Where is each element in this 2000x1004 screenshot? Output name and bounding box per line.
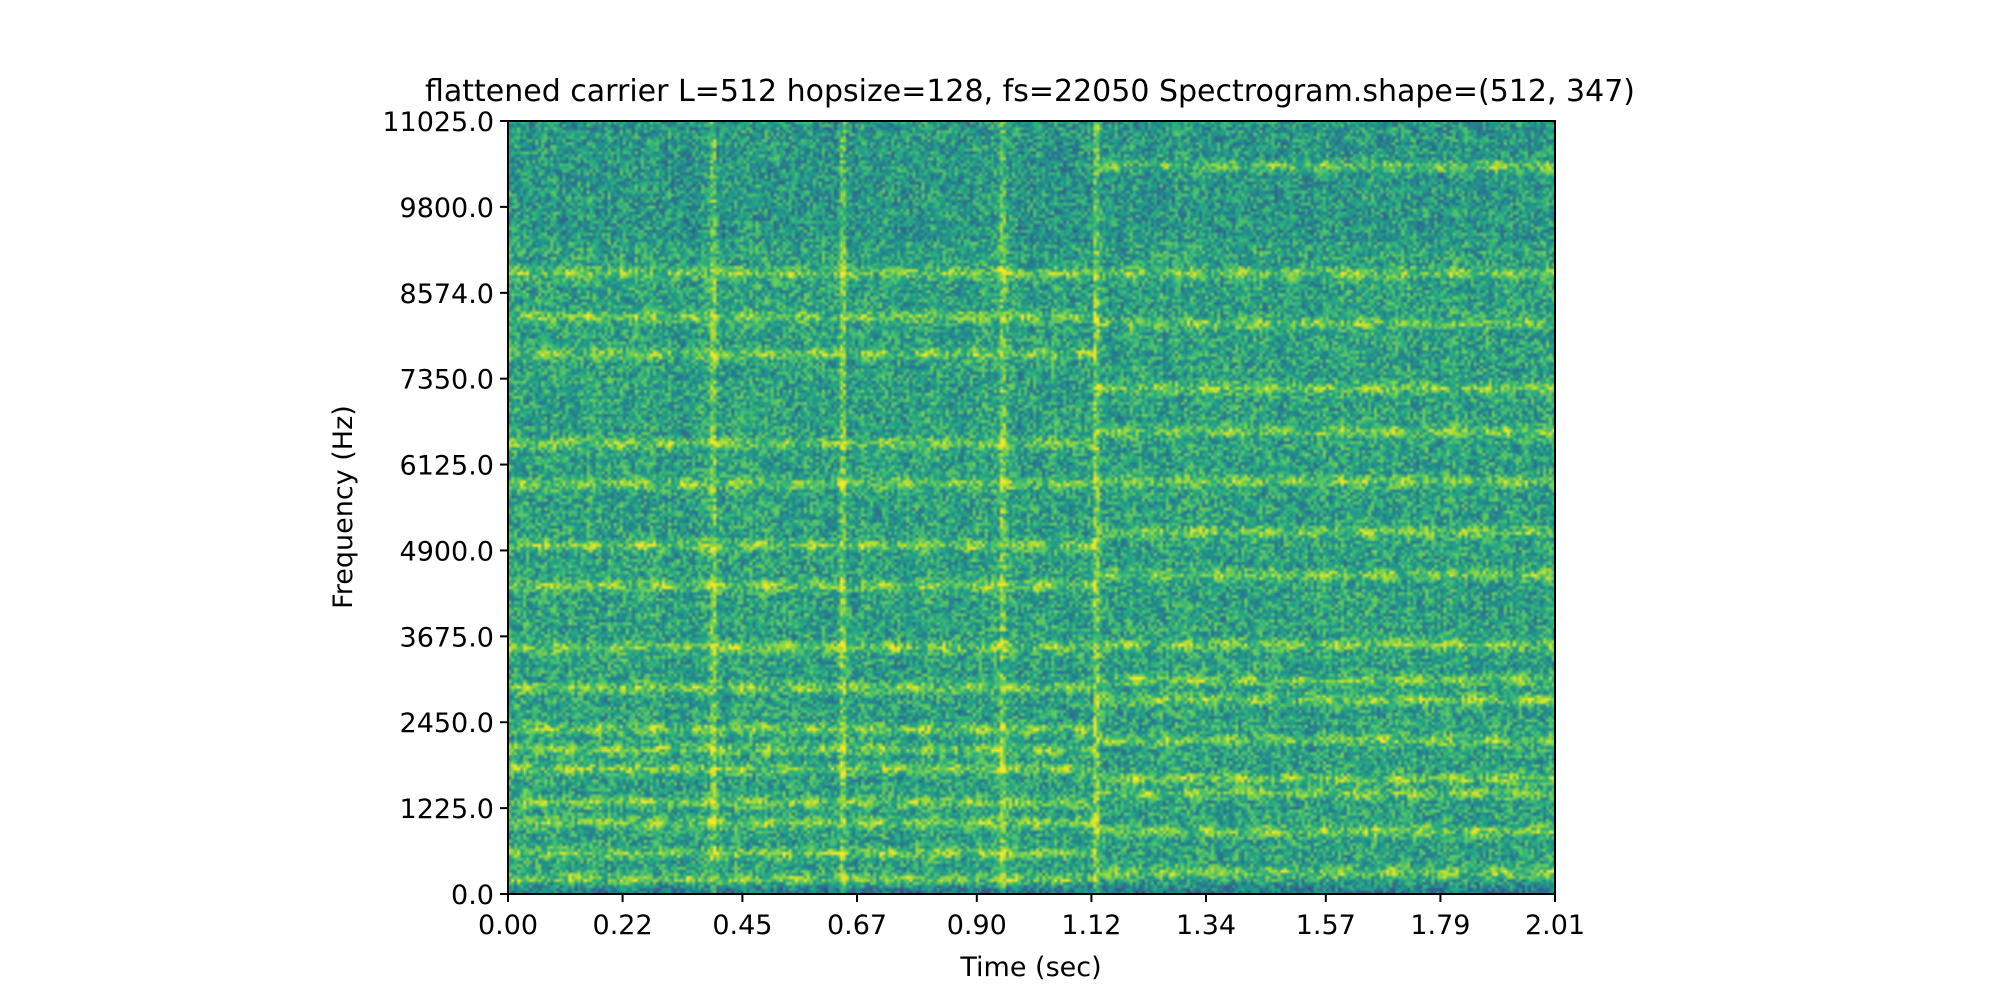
plot-area bbox=[507, 120, 1556, 895]
plot-frame bbox=[507, 120, 1556, 895]
x-tick-label: 1.57 bbox=[1296, 910, 1356, 941]
x-tick-label: 1.34 bbox=[1176, 910, 1236, 941]
y-tick-label: 9800.0 bbox=[400, 193, 494, 224]
y-axis-label: Frequency (Hz) bbox=[328, 405, 359, 609]
x-tick-label: 2.01 bbox=[1525, 910, 1585, 941]
y-tick-label: 8574.0 bbox=[400, 279, 494, 310]
x-tick-label: 1.12 bbox=[1061, 910, 1121, 941]
y-tick-label: 11025.0 bbox=[382, 107, 494, 138]
x-axis-label: Time (sec) bbox=[959, 952, 1101, 983]
y-tick-label: 4900.0 bbox=[400, 536, 494, 567]
y-tick-label: 0.0 bbox=[451, 880, 494, 911]
x-tick-label: 0.00 bbox=[478, 910, 538, 941]
x-tick-label: 0.67 bbox=[827, 910, 887, 941]
y-tick-label: 3675.0 bbox=[400, 622, 494, 653]
x-tick-label: 0.90 bbox=[947, 910, 1007, 941]
x-tick-label: 1.79 bbox=[1410, 910, 1470, 941]
y-tick-label: 7350.0 bbox=[400, 365, 494, 396]
spectrogram-image bbox=[508, 121, 1555, 894]
chart-title: flattened carrier L=512 hopsize=128, fs=… bbox=[425, 74, 1635, 109]
y-tick-label: 2450.0 bbox=[400, 708, 494, 739]
x-tick-label: 0.45 bbox=[712, 910, 772, 941]
y-tick-label: 1225.0 bbox=[400, 794, 494, 825]
y-axis: 0.0 1225.0 2450.0 3675.0 4900.0 6125.0 7350.0 8… bbox=[382, 107, 508, 911]
y-tick-label: 6125.0 bbox=[400, 451, 494, 482]
x-tick-label: 0.22 bbox=[593, 910, 653, 941]
x-axis: 0.00 0.22 0.45 0.67 0.90 1.12 1.34 1.57 1.79 2.01 bbox=[478, 894, 1585, 941]
